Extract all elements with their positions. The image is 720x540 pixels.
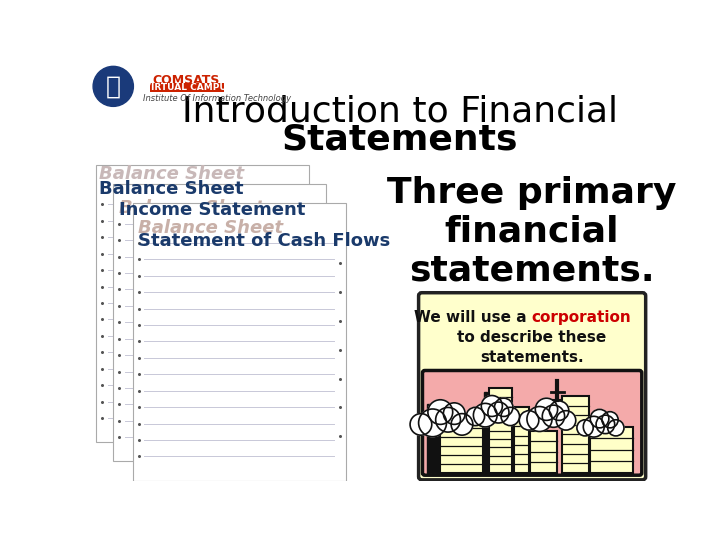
Circle shape xyxy=(501,407,520,426)
Circle shape xyxy=(473,403,497,427)
Text: to describe these: to describe these xyxy=(457,330,606,346)
Circle shape xyxy=(466,407,485,426)
Text: Introduction to Financial: Introduction to Financial xyxy=(182,94,618,128)
Bar xyxy=(441,419,483,473)
Bar xyxy=(431,403,434,473)
Bar xyxy=(562,396,589,473)
Circle shape xyxy=(481,395,503,416)
Text: Institute Of Information Technology: Institute Of Information Technology xyxy=(143,94,291,103)
Circle shape xyxy=(451,414,473,435)
Text: financial: financial xyxy=(444,215,619,249)
Circle shape xyxy=(436,408,461,432)
Circle shape xyxy=(495,398,513,416)
Circle shape xyxy=(519,411,539,430)
Text: Balance Sheet: Balance Sheet xyxy=(99,180,244,198)
Circle shape xyxy=(577,420,593,436)
Bar xyxy=(530,430,557,473)
Circle shape xyxy=(602,411,618,428)
Bar xyxy=(514,408,529,473)
Circle shape xyxy=(535,398,557,420)
FancyBboxPatch shape xyxy=(423,370,642,475)
Bar xyxy=(435,403,438,473)
Text: 🌐: 🌐 xyxy=(106,75,121,98)
Text: Statements: Statements xyxy=(282,123,518,157)
Circle shape xyxy=(428,400,453,424)
Circle shape xyxy=(583,416,604,437)
Circle shape xyxy=(488,402,509,423)
Text: Balance Sheet: Balance Sheet xyxy=(120,199,264,217)
Circle shape xyxy=(93,66,133,106)
Text: Three primary: Three primary xyxy=(387,177,676,211)
Bar xyxy=(427,403,431,473)
Bar xyxy=(438,403,442,473)
Text: statements.: statements. xyxy=(480,350,584,364)
Text: Balance Sheet: Balance Sheet xyxy=(138,219,283,237)
Text: statements.: statements. xyxy=(409,253,654,287)
Text: Income Statement: Income Statement xyxy=(120,201,306,219)
Text: Balance Sheet: Balance Sheet xyxy=(99,165,244,183)
Text: COMSATS: COMSATS xyxy=(152,73,220,87)
Circle shape xyxy=(542,405,564,427)
Bar xyxy=(96,165,310,442)
FancyBboxPatch shape xyxy=(418,293,646,480)
Circle shape xyxy=(590,409,609,428)
Circle shape xyxy=(410,414,432,435)
Circle shape xyxy=(549,401,569,420)
Text: We will use a: We will use a xyxy=(414,309,532,325)
Bar xyxy=(113,184,326,461)
Text: VIRTUAL CAMPUS: VIRTUAL CAMPUS xyxy=(144,83,233,92)
Bar xyxy=(489,388,513,473)
Circle shape xyxy=(596,415,615,434)
Circle shape xyxy=(557,411,576,430)
Bar xyxy=(487,392,490,473)
Circle shape xyxy=(444,403,465,424)
Circle shape xyxy=(418,409,446,437)
Bar xyxy=(590,427,632,473)
Text: corporation: corporation xyxy=(532,309,631,325)
Bar xyxy=(484,392,487,473)
Text: Statement of Cash Flows: Statement of Cash Flows xyxy=(138,232,390,249)
Circle shape xyxy=(527,407,552,431)
Bar xyxy=(150,83,224,92)
Bar xyxy=(132,204,346,481)
Circle shape xyxy=(608,420,624,436)
